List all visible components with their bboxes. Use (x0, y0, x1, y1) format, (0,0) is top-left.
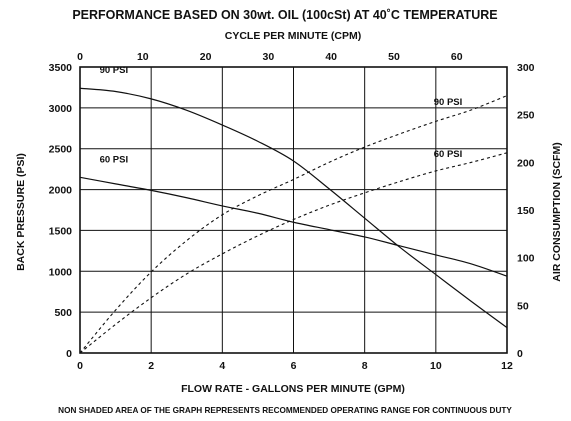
x2-tick-label: 60 (451, 51, 463, 63)
x2-tick-label: 0 (77, 51, 83, 63)
x-tick-label: 4 (219, 360, 225, 372)
y-tick-label: 2000 (49, 185, 73, 197)
back-pressure-line-60-psi (79, 176, 508, 277)
x2-tick-label: 10 (137, 51, 149, 63)
x2-tick-label: 50 (388, 51, 400, 63)
y-tick-label: 1500 (49, 225, 73, 237)
x-tick-label: 0 (77, 360, 83, 372)
y2-tick-label: 200 (517, 157, 535, 169)
grid (80, 67, 507, 353)
x-tick-label: 6 (291, 360, 297, 372)
y-tick-label: 0 (66, 348, 72, 360)
y2-axis-label: AIR CONSUMPTION (SCFM) (551, 142, 563, 281)
chart-footnote: NON SHADED AREA OF THE GRAPH REPRESENTS … (58, 406, 512, 415)
x-tick-label: 10 (430, 360, 442, 372)
y2-tick-label: 100 (517, 253, 535, 265)
back-pressure-line-90-psi (79, 87, 508, 329)
x2-tick-label: 30 (263, 51, 275, 63)
x2-tick-label: 20 (200, 51, 212, 63)
back-pressure-label-90-psi: 90 PSI (100, 65, 129, 76)
y2-tick-label: 250 (517, 110, 535, 122)
x-tick-label: 12 (501, 360, 513, 372)
x-tick-label: 2 (148, 360, 154, 372)
x-tick-label: 8 (362, 360, 368, 372)
air-consumption-line-60-psi (79, 152, 508, 354)
back-pressure-label-60-psi: 60 PSI (100, 154, 129, 165)
chart-title: PERFORMANCE BASED ON 30wt. OIL (100cSt) … (72, 8, 497, 22)
y-tick-label: 3000 (49, 103, 73, 115)
plot-frame (79, 66, 508, 354)
series-lines (79, 87, 508, 354)
x2-axis-label: CYCLE PER MINUTE (CPM) (225, 30, 362, 42)
y2-tick-label: 150 (517, 205, 535, 217)
y-tick-label: 2500 (49, 144, 73, 156)
y-axis-label: BACK PRESSURE (PSI) (15, 153, 27, 271)
y-tick-label: 3500 (49, 62, 73, 74)
air-consumption-label-60-psi: 60 PSI (434, 149, 463, 160)
air-consumption-line-90-psi (79, 95, 508, 354)
x-axis-label: FLOW RATE - GALLONS PER MINUTE (GPM) (181, 383, 405, 395)
y2-tick-label: 0 (517, 348, 523, 360)
y2-tick-label: 300 (517, 62, 535, 74)
y2-tick-label: 50 (517, 300, 529, 312)
series-labels: 90 PSI 60 PSI 90 PSI 60 PSI (100, 65, 463, 165)
tick-labels: 0 2 4 6 8 10 120 10 20 30 40 50 60050010001500200025… (49, 51, 535, 372)
air-consumption-label-90-psi: 90 PSI (434, 97, 463, 108)
y-tick-label: 500 (54, 307, 72, 319)
x2-tick-label: 40 (325, 51, 337, 63)
y-tick-label: 1000 (49, 266, 73, 278)
